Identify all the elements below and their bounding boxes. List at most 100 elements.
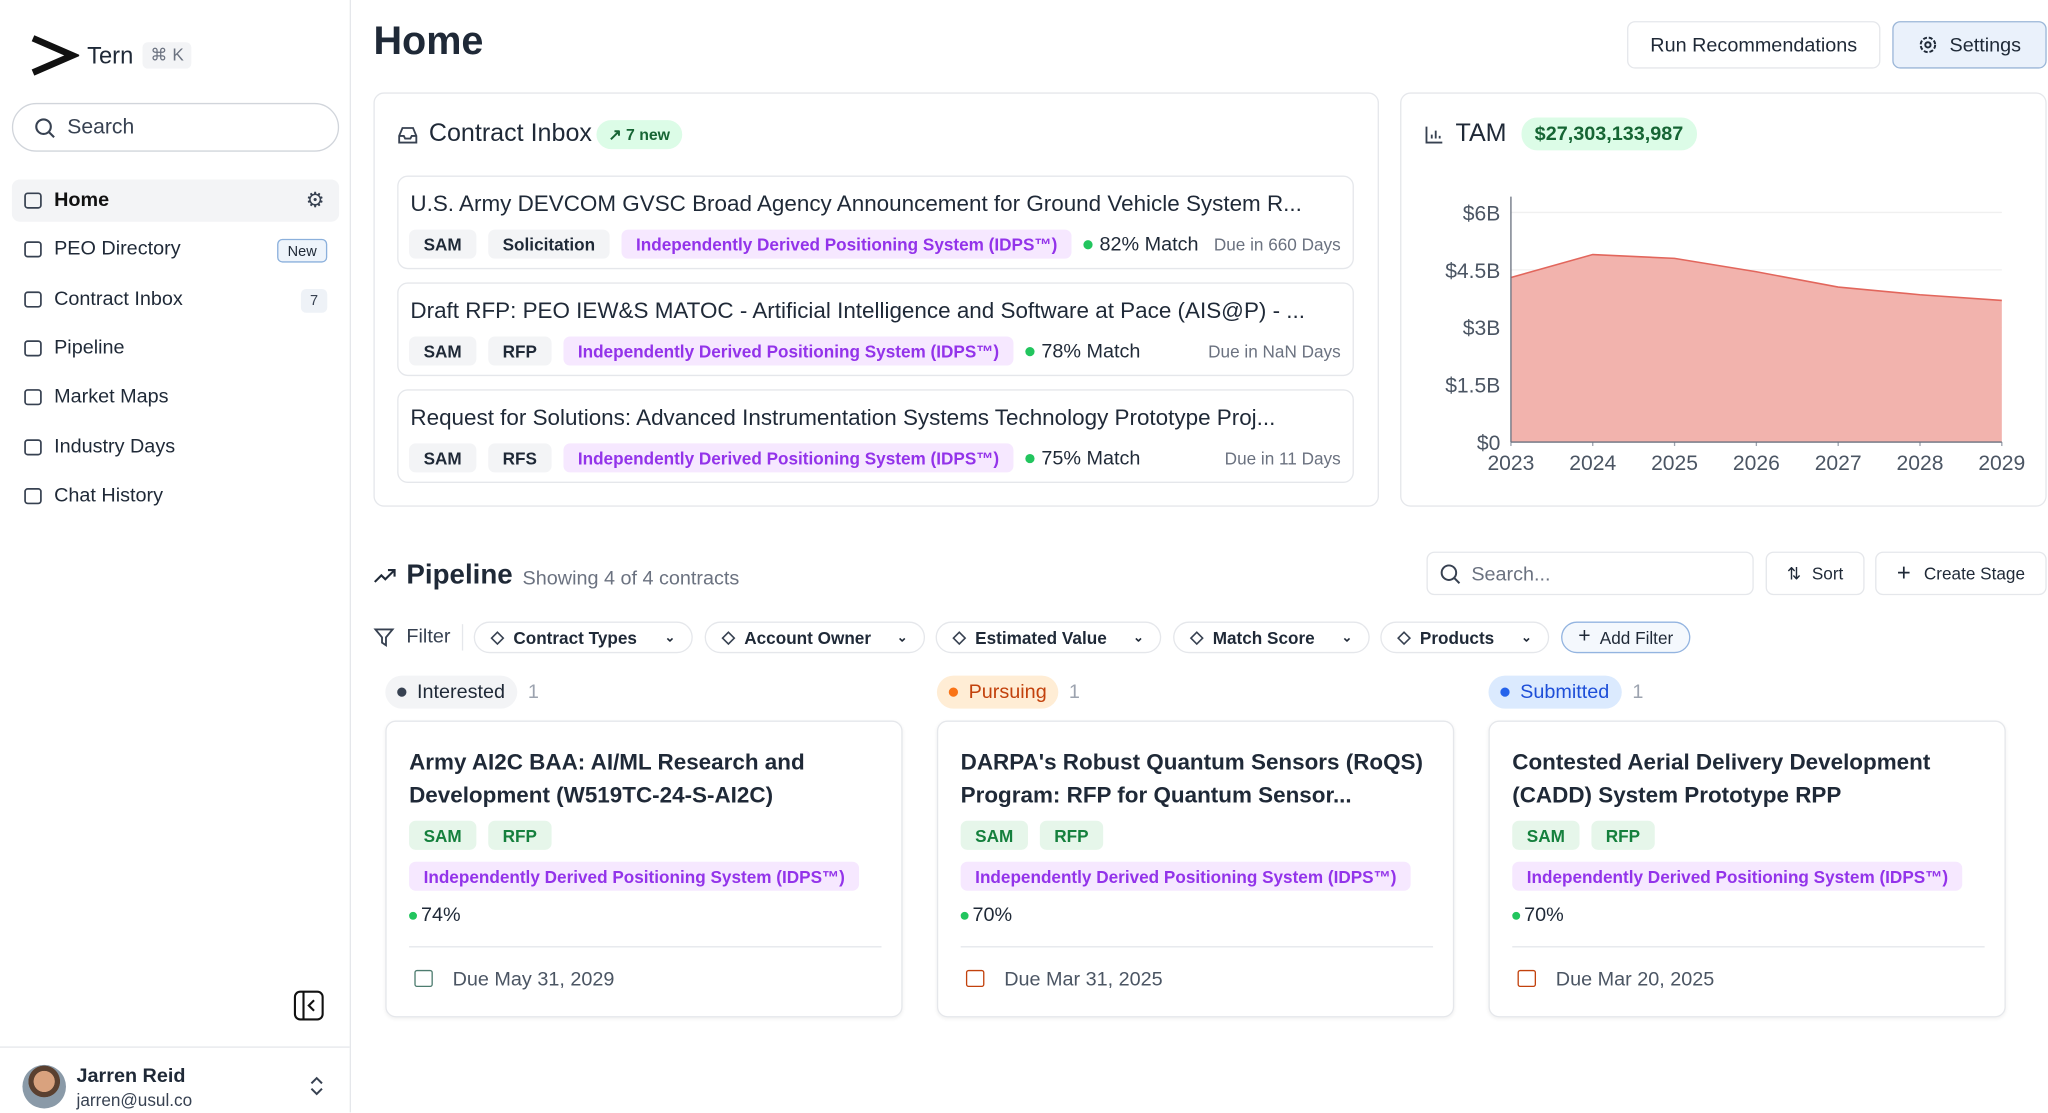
create-stage-label: Create Stage (1923, 563, 2025, 584)
inbox-item[interactable]: U.S. Army DEVCOM GVSC Broad Agency Annou… (397, 175, 1354, 270)
tag-row: SAM Solicitation Independently Derived Pos… (409, 229, 1199, 259)
search-icon (35, 118, 55, 138)
inbox-item[interactable]: Request for Solutions: Advanced Instrume… (397, 389, 1354, 483)
match: 82% Match (1083, 232, 1199, 256)
stage-header: Pursuing (936, 675, 1059, 709)
nav-item[interactable]: Contract Inbox 7 (12, 278, 339, 320)
tag-row: SAM RFS Independently Derived Positioning … (409, 443, 1140, 473)
page-title: Home (373, 19, 484, 64)
nav-item[interactable]: Industry Days (12, 426, 339, 468)
product-tag: Independently Derived Positioning System… (1512, 861, 1963, 891)
divider (960, 946, 1434, 948)
match-text: 70% (1524, 903, 1564, 927)
filter-chip[interactable]: ◇ Account Owner ⌄ (704, 621, 926, 654)
pipeline-title: Pipeline (406, 559, 513, 590)
filter-label: Products (1419, 627, 1495, 648)
tag-row: SAM RFP Independently Derived Positioning … (409, 820, 884, 891)
product-tag: Independently Derived Positioning System… (621, 229, 1072, 259)
settings-label: Settings (1949, 33, 2022, 57)
tag: SAM (409, 820, 477, 850)
inbox-title: Contract Inbox (428, 120, 592, 148)
due: Due in NaN Days (1208, 341, 1341, 362)
chevron: ⌄ (1520, 630, 1533, 645)
y-tick-label: $3B (1463, 317, 1501, 340)
nav-icon (24, 241, 42, 258)
product-tag: Independently Derived Positioning System… (960, 861, 1412, 891)
tag: RFS (488, 443, 552, 473)
inbox-item[interactable]: Draft RFP: PEO IEW&S MATOC - Artificial … (397, 282, 1354, 377)
nav-item[interactable]: PEO Directory New (12, 229, 339, 271)
nav-icon (24, 290, 42, 308)
match: 70% (1512, 904, 1564, 926)
tag-row: SAM RFP Independently Derived Positioning … (960, 820, 1436, 891)
match: 75% Match (1025, 447, 1140, 469)
y-tick-label: $1.5B (1445, 375, 1500, 398)
chevron: ⌄ (1341, 630, 1353, 645)
settings-button[interactable]: Settings (1892, 21, 2047, 69)
home-settings-icon[interactable]: ⚙ (305, 190, 325, 213)
x-tick-label: 2027 (1815, 452, 1862, 475)
sort-icon: ⇅ (1786, 562, 1802, 583)
filter-chip[interactable]: ◇ Products ⌄ (1380, 621, 1550, 654)
pipeline-card[interactable]: DARPA's Robust Quantum Sensors (RoQS) Pr… (936, 720, 1455, 1018)
pipeline-card[interactable]: Army AI2C BAA: AI/ML Research and Develo… (385, 720, 903, 1018)
pipeline-search-placeholder: Search... (1471, 563, 1551, 586)
y-tick-label: $4.5B (1445, 260, 1500, 283)
filter-chip[interactable]: ◇ Contract Types ⌄ (473, 621, 693, 654)
tag: RFP (488, 336, 552, 366)
nav-item[interactable]: Market Maps (12, 376, 339, 418)
pipeline-subtitle: Showing 4 of 4 contracts (522, 567, 740, 590)
match-dot (960, 911, 969, 920)
inbox-new-badge: ↗ 7 new (596, 120, 682, 150)
user-email: jarren@usul.co (76, 1089, 193, 1110)
area-line (1510, 253, 2002, 302)
stage-count: 1 (1068, 680, 1080, 704)
create-stage-button[interactable]: + Create Stage (1875, 551, 2047, 596)
shortcut: ⌘ K (142, 42, 192, 69)
nav-label: Chat History (54, 484, 164, 507)
add-filter-button[interactable]: + Add Filter (1561, 621, 1691, 654)
filter-icon: ◇ (721, 626, 736, 647)
filter-chip[interactable]: ◇ Estimated Value ⌄ (935, 621, 1162, 654)
pipeline-icon (374, 569, 396, 583)
filter-label: Filter (406, 625, 451, 648)
match-dot (1025, 453, 1035, 463)
filter-icon: ◇ (490, 626, 505, 647)
match-dot (1025, 346, 1035, 356)
stage-name: Interested (416, 680, 506, 704)
x-tick-label: 2023 (1487, 452, 1534, 475)
sort-button[interactable]: ⇅ Sort (1765, 551, 1865, 596)
nav-icon (24, 340, 42, 357)
collapse-button[interactable] (293, 990, 325, 1022)
tag: SAM (409, 229, 477, 259)
tag: RFP (1039, 820, 1104, 850)
product-tag: Independently Derived Positioning System… (563, 336, 1014, 366)
y-tick-label: $0 (1477, 432, 1500, 455)
tag-row: SAM RFP Independently Derived Positioning … (409, 336, 1140, 366)
stage-dot (397, 687, 407, 697)
pipeline-card[interactable]: Contested Aerial Delivery Development (C… (1488, 720, 2006, 1018)
add-filter-label: Add Filter (1599, 627, 1674, 648)
due: Due in 660 Days (1213, 234, 1341, 255)
user-menu-toggle[interactable] (307, 1075, 325, 1096)
run-recommendations-button[interactable]: Run Recommendations (1627, 21, 1881, 69)
plus-icon: + (1578, 625, 1591, 648)
x-tick-label: 2024 (1569, 452, 1616, 475)
avatar[interactable] (22, 1064, 66, 1109)
filter-chip[interactable]: ◇ Match Score ⌄ (1173, 621, 1370, 654)
due-date: Due May 31, 2029 (452, 968, 615, 992)
due-date: Due Mar 20, 2025 (1555, 968, 1715, 992)
filter-icon (373, 628, 395, 648)
nav-item[interactable]: Home ⚙ (11, 179, 340, 222)
gear-icon (1920, 36, 1937, 54)
match-dot (409, 911, 417, 920)
search-box[interactable]: Search (11, 102, 340, 152)
nav-item[interactable]: Pipeline (12, 327, 339, 369)
pipeline-search[interactable]: Search... (1426, 551, 1754, 596)
tam-title: TAM (1455, 120, 1507, 148)
x-tick-label: 2026 (1733, 452, 1780, 475)
search-placeholder: Search (67, 116, 135, 139)
brand: Tern (87, 42, 134, 69)
nav-item[interactable]: Chat History (12, 475, 339, 517)
match-text: 82% Match (1099, 232, 1199, 256)
